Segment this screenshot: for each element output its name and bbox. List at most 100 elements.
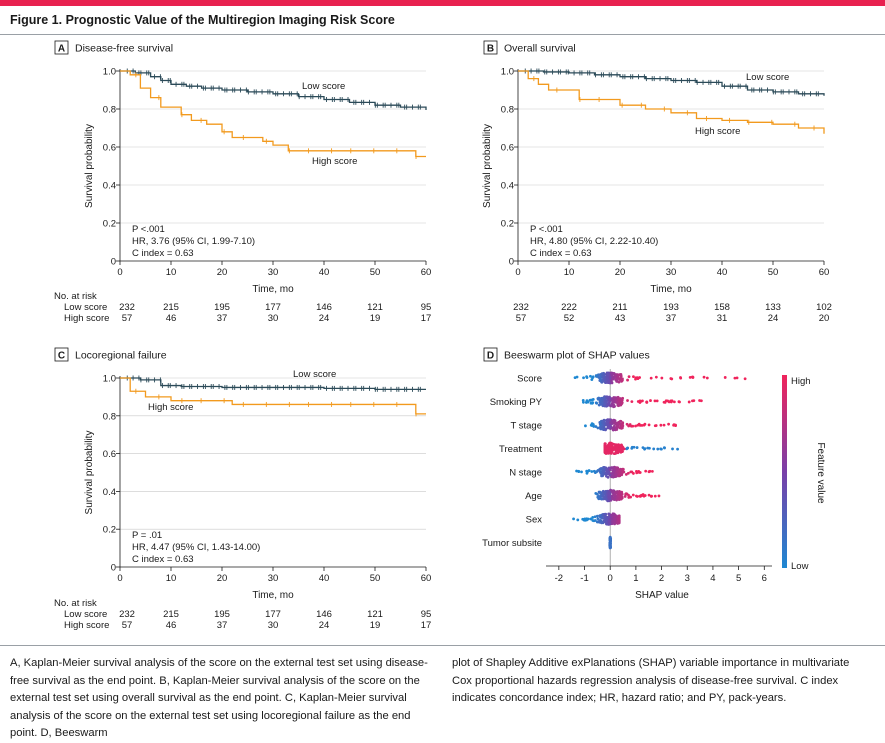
- risk-count: 211: [612, 302, 627, 313]
- y-tick-label: 0.8: [103, 105, 116, 116]
- shap-point: [623, 495, 627, 498]
- y-tick-label: 0.6: [501, 143, 514, 154]
- shap-point: [698, 399, 701, 402]
- risk-count: 146: [316, 302, 332, 313]
- high-score-label: High score: [695, 126, 740, 137]
- panel-letter: D: [487, 351, 494, 362]
- risk-row-label: Low score: [64, 302, 107, 313]
- x-tick-label: 10: [564, 267, 575, 278]
- shap-point: [630, 400, 634, 404]
- shap-point: [631, 493, 635, 497]
- risk-count: 133: [765, 302, 781, 313]
- risk-count: 146: [316, 609, 332, 620]
- hazard-ratio-annotation: HR, 4.80 (95% CI, 2.22-10.40): [530, 236, 658, 247]
- shap-point: [618, 491, 622, 494]
- caption-right: plot of Shapley Additive exPlanations (S…: [452, 657, 850, 705]
- shap-point: [594, 492, 598, 495]
- shap-point: [663, 446, 666, 450]
- risk-count: 24: [319, 313, 330, 324]
- risk-count: 95: [421, 609, 432, 620]
- shap-point: [626, 446, 629, 450]
- risk-table-header: No. at risk: [54, 598, 97, 609]
- shap-point: [660, 376, 664, 380]
- shap-point: [588, 398, 592, 402]
- shap-point: [606, 373, 610, 377]
- risk-count: 57: [516, 313, 527, 324]
- x-tick-label: 0: [515, 267, 520, 278]
- shap-row-treatment: [603, 441, 679, 456]
- risk-table-header: No. at risk: [54, 291, 97, 302]
- shap-point: [604, 497, 608, 501]
- shap-point: [595, 470, 599, 474]
- x-tick-label: -2: [555, 573, 563, 584]
- shap-point: [590, 378, 594, 381]
- x-tick-label: 30: [666, 267, 677, 278]
- shap-point: [589, 517, 593, 521]
- risk-count: 46: [166, 620, 177, 631]
- shap-point: [605, 376, 609, 380]
- shap-point: [598, 422, 602, 426]
- risk-count: 121: [367, 302, 383, 313]
- shap-point: [619, 497, 623, 501]
- y-axis-title: Survival probability: [482, 124, 493, 208]
- x-axis-title: Time, mo: [650, 284, 692, 295]
- high-score-curve: [120, 70, 426, 158]
- shap-point: [616, 451, 620, 455]
- x-tick-label: 60: [819, 267, 830, 278]
- shap-point: [625, 422, 629, 426]
- shap-point: [654, 424, 658, 427]
- shap-point: [617, 373, 621, 376]
- shap-point: [601, 492, 605, 496]
- low-score-curve: [120, 377, 426, 390]
- shap-point: [608, 473, 612, 477]
- shap-point: [603, 515, 607, 518]
- shap-point: [605, 447, 609, 451]
- shap-point: [743, 377, 747, 381]
- c-index-annotation: C index = 0.63: [132, 554, 194, 565]
- shap-point: [615, 497, 619, 501]
- shap-point: [610, 380, 614, 384]
- y-tick-label: 0.2: [103, 219, 116, 230]
- shap-point: [599, 515, 602, 519]
- colorbar-low-label: Low: [791, 561, 809, 572]
- shap-point: [584, 518, 588, 522]
- high-score-label: High score: [148, 402, 193, 413]
- shap-point: [613, 397, 617, 400]
- c-index-annotation: C index = 0.63: [530, 248, 592, 259]
- shap-point: [611, 419, 615, 423]
- risk-count: 37: [666, 313, 677, 324]
- risk-count: 232: [119, 609, 135, 620]
- shap-point: [600, 427, 604, 430]
- shap-point: [636, 400, 640, 403]
- shap-point: [618, 397, 622, 400]
- shap-row-n-stage: [575, 465, 654, 479]
- shap-point: [618, 444, 622, 448]
- shap-point: [600, 467, 604, 471]
- shap-point: [615, 521, 619, 525]
- shap-point: [609, 545, 612, 549]
- shap-point: [607, 512, 611, 516]
- shap-point: [627, 375, 631, 379]
- shap-point: [669, 377, 673, 380]
- figure-title: Figure 1. Prognostic Value of the Multir…: [10, 13, 395, 27]
- shap-point: [581, 398, 585, 402]
- title-divider: [0, 34, 885, 35]
- shap-point: [600, 372, 604, 376]
- shap-point: [610, 450, 614, 454]
- high-score-label: High score: [312, 156, 357, 167]
- shap-point: [577, 470, 581, 473]
- shap-point: [596, 426, 600, 430]
- risk-row-label: Low score: [64, 609, 107, 620]
- shap-point: [670, 399, 674, 403]
- panel-title: Beeswarm plot of SHAP values: [504, 350, 650, 362]
- risk-count: 121: [367, 609, 383, 620]
- shap-point: [616, 466, 620, 470]
- risk-count: 222: [561, 302, 577, 313]
- shap-point: [643, 422, 647, 426]
- y-tick-label: 0: [509, 257, 514, 268]
- shap-point: [600, 521, 604, 525]
- shap-point: [590, 470, 594, 473]
- shap-point: [617, 404, 621, 408]
- shap-point: [617, 519, 621, 523]
- risk-count: 19: [370, 620, 381, 631]
